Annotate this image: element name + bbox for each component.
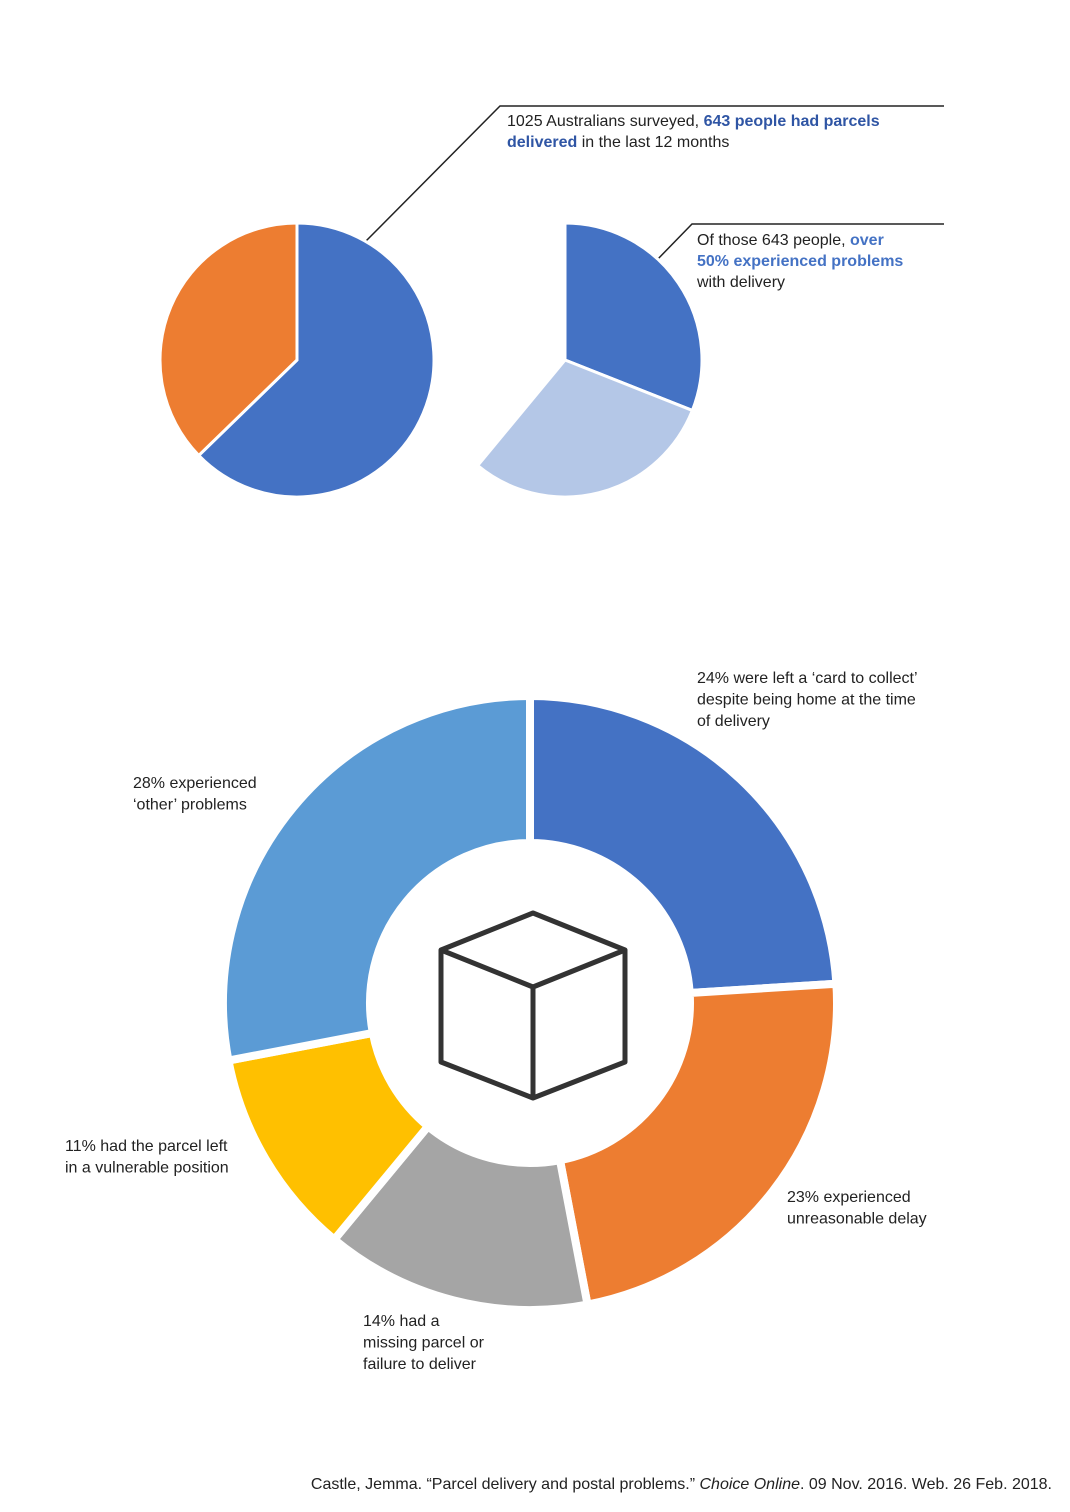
segment-label: despite being home at the time xyxy=(697,692,916,709)
pie-slice xyxy=(158,221,299,458)
segment-label: 24% were left a ‘card to collect’ xyxy=(697,670,918,687)
segment-label: of delivery xyxy=(697,713,770,730)
text-segment: in the last 12 months xyxy=(577,134,729,151)
donut-segment xyxy=(555,979,841,1310)
pie-slice xyxy=(475,358,695,499)
charts: 1025 Australians surveyed, 643 people ha… xyxy=(65,113,1052,1493)
annotation-text: 50% experienced problems xyxy=(697,253,903,270)
leader-line xyxy=(365,105,944,242)
annotation-text: delivered in the last 12 months xyxy=(507,134,729,151)
text-segment: 643 people had parcels xyxy=(704,113,880,130)
text-segment: Of those 643 people, xyxy=(697,232,850,249)
segment-label: 11% had the parcel left xyxy=(65,1138,228,1155)
text-segment: with delivery xyxy=(696,274,785,291)
pie-slice xyxy=(196,221,436,499)
annotation-text: 1025 Australians surveyed, 643 people ha… xyxy=(507,113,880,130)
segment-label: ‘other’ problems xyxy=(133,797,247,814)
segment-label: in a vulnerable position xyxy=(65,1160,229,1177)
segment-label: missing parcel or xyxy=(363,1335,485,1352)
segment-label: failure to deliver xyxy=(363,1356,477,1373)
segment-label: 14% had a xyxy=(363,1313,440,1330)
segment-label: 28% experienced xyxy=(133,775,257,792)
segment-label: 23% experienced xyxy=(787,1189,911,1206)
donut-segment xyxy=(328,1120,593,1314)
text-segment: delivered xyxy=(507,134,577,151)
donut-segment xyxy=(219,691,534,1066)
text-segment: Choice Online xyxy=(699,1476,800,1493)
box-icon xyxy=(438,910,628,1101)
segment-label: unreasonable delay xyxy=(787,1211,927,1228)
text-segment: . 09 Nov. 2016. Web. 26 Feb. 2018. xyxy=(800,1476,1052,1493)
text-segment: Castle, Jemma. “Parcel delivery and post… xyxy=(311,1476,700,1493)
text-segment: 50% experienced problems xyxy=(697,253,903,270)
text-segment: 1025 Australians surveyed, xyxy=(507,113,704,130)
annotation-text: with delivery xyxy=(696,274,785,291)
donut-segment xyxy=(526,691,841,998)
leader-line xyxy=(654,223,944,263)
text-segment: over xyxy=(850,232,884,249)
annotation-text: Of those 643 people, over xyxy=(697,232,884,249)
annotation-text: Castle, Jemma. “Parcel delivery and post… xyxy=(311,1476,1052,1493)
pie-slice xyxy=(563,221,704,413)
